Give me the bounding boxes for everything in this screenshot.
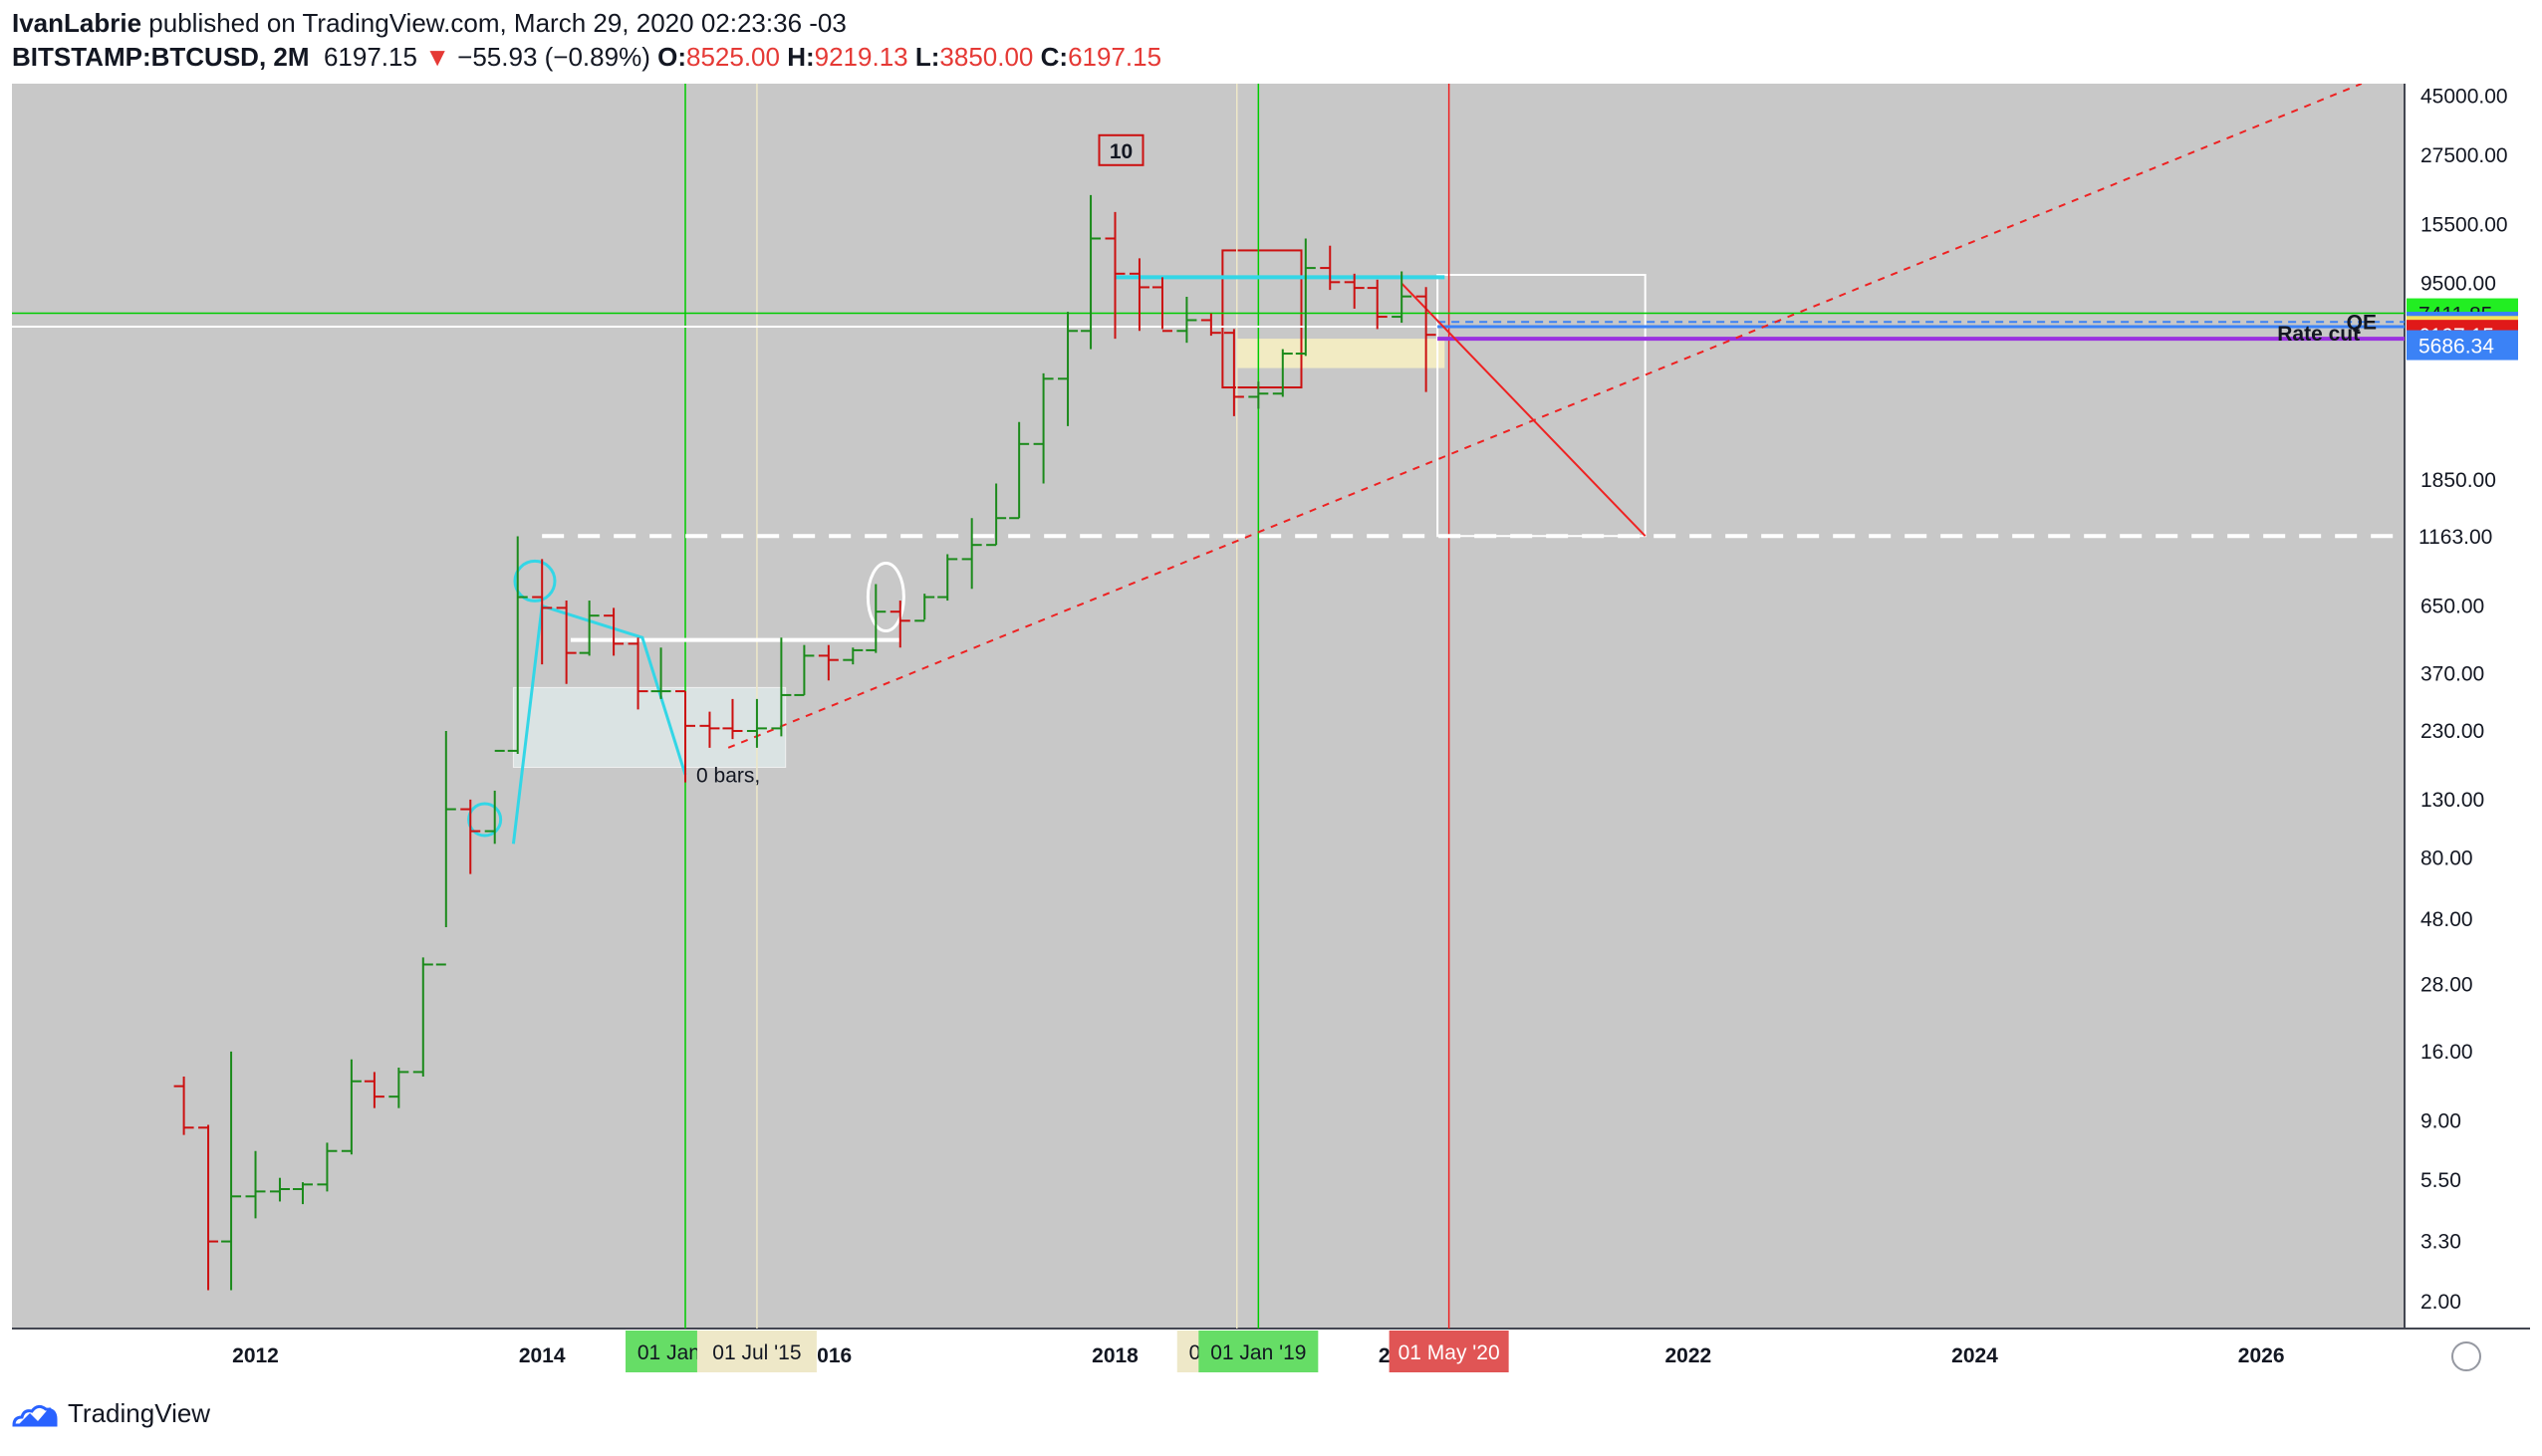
price-label-text: 5686.34 <box>2418 336 2494 359</box>
change-arrow-icon: ▼ <box>424 42 450 72</box>
low-value: 3850.00 <box>939 42 1034 72</box>
symbol-name: BITSTAMP:BTCUSD, 2M <box>12 42 310 72</box>
annotation-text: QE <box>2347 311 2377 334</box>
chart-header: IvanLabrie published on TradingView.com,… <box>12 6 1161 74</box>
price-tick-label: 15500.00 <box>2420 213 2508 236</box>
symbol-info: BITSTAMP:BTCUSD, 2M 6197.15 ▼ −55.93 (−0… <box>12 40 1161 74</box>
price-tick-label: 80.00 <box>2420 848 2473 870</box>
price-change: −55.93 (−0.89%) <box>457 42 650 72</box>
open-value: 8525.00 <box>685 42 780 72</box>
price-tick-label: 1850.00 <box>2420 469 2496 492</box>
time-tick-label: 2014 <box>519 1344 566 1367</box>
high-label: H: <box>787 42 815 72</box>
date-label-badge <box>1389 1331 1509 1372</box>
price-tick-label: 27500.00 <box>2420 144 2508 167</box>
price-tick-label: 16.00 <box>2420 1041 2473 1064</box>
time-tick-label: 2024 <box>1951 1344 1998 1367</box>
low-label: L: <box>914 42 940 72</box>
plot-background <box>12 84 2405 1329</box>
date-label-badge <box>1198 1331 1319 1372</box>
published-text: published on TradingView.com, March 29, … <box>141 8 847 38</box>
shaded-zone <box>1236 339 1445 368</box>
white-ellipse <box>866 562 905 633</box>
price-tick-label: 230.00 <box>2420 720 2484 743</box>
range-box <box>1221 249 1303 389</box>
time-tick-label: 2022 <box>1664 1344 1711 1367</box>
annotation-box <box>1098 133 1144 166</box>
cyan-path <box>511 604 687 845</box>
publisher-name[interactable]: IvanLabrie <box>12 8 142 38</box>
close-label: C: <box>1040 42 1069 72</box>
annotation-text: 10 <box>1110 140 1133 163</box>
date-label-text: 01 Jan '19 <box>1210 1341 1306 1364</box>
price-label-badge <box>2407 521 2518 552</box>
tradingview-cloud-icon <box>12 1404 58 1426</box>
projection-arrow <box>1400 282 1647 537</box>
price-axis-background <box>2405 84 2530 1329</box>
price-tick-label: 9500.00 <box>2420 273 2496 296</box>
price-tick-label: 370.00 <box>2420 663 2484 686</box>
cyan-circle <box>467 802 503 838</box>
shaded-zone <box>512 686 787 768</box>
projection-box <box>1436 273 1647 538</box>
auto-scale-button <box>2451 1341 2481 1371</box>
price-tick-label: 48.00 <box>2420 908 2473 931</box>
date-label-badge <box>696 1331 817 1372</box>
annotation-text: Rate cut <box>2277 323 2360 346</box>
date-label-text: 01 Jul '15 <box>712 1341 801 1364</box>
price-tick-label: 650.00 <box>2420 596 2484 618</box>
price-tick-label: 9.00 <box>2420 1109 2461 1132</box>
high-value: 9219.13 <box>814 42 908 72</box>
cyan-circle <box>513 559 557 603</box>
close-value: 6197.15 <box>1068 42 1162 72</box>
time-tick-label: 2018 <box>1092 1344 1139 1367</box>
time-tick-label: 2016 <box>805 1344 852 1367</box>
dashed-trendline <box>727 84 2363 749</box>
open-label: O: <box>657 42 686 72</box>
price-tick-label: 2.00 <box>2420 1291 2461 1314</box>
price-label-text: 1163.00 <box>2418 526 2492 549</box>
price-tick-label: 28.00 <box>2420 973 2473 996</box>
price-tick-label: 130.00 <box>2420 789 2484 812</box>
time-tick-label: 2012 <box>232 1344 279 1367</box>
publish-info: IvanLabrie published on TradingView.com,… <box>12 6 1161 40</box>
price-tick-label: 3.30 <box>2420 1231 2461 1254</box>
price-chart[interactable]: 45000.00 27500.00 15500.00 9500.00 1850.00 65… <box>12 84 2530 1384</box>
time-tick-label: 2026 <box>2238 1344 2285 1367</box>
tradingview-footer[interactable]: TradingView <box>10 1398 210 1429</box>
price-label-badge <box>2407 330 2518 361</box>
date-label-text: 01 May '20 <box>1398 1341 1500 1364</box>
tradingview-logo-text: TradingView <box>68 1398 211 1428</box>
price-tick-label: 45000.00 <box>2420 86 2508 109</box>
annotation-text: 0 bars, <box>696 765 760 788</box>
price-tick-label: 5.50 <box>2420 1169 2461 1192</box>
last-price: 6197.15 <box>323 42 417 72</box>
